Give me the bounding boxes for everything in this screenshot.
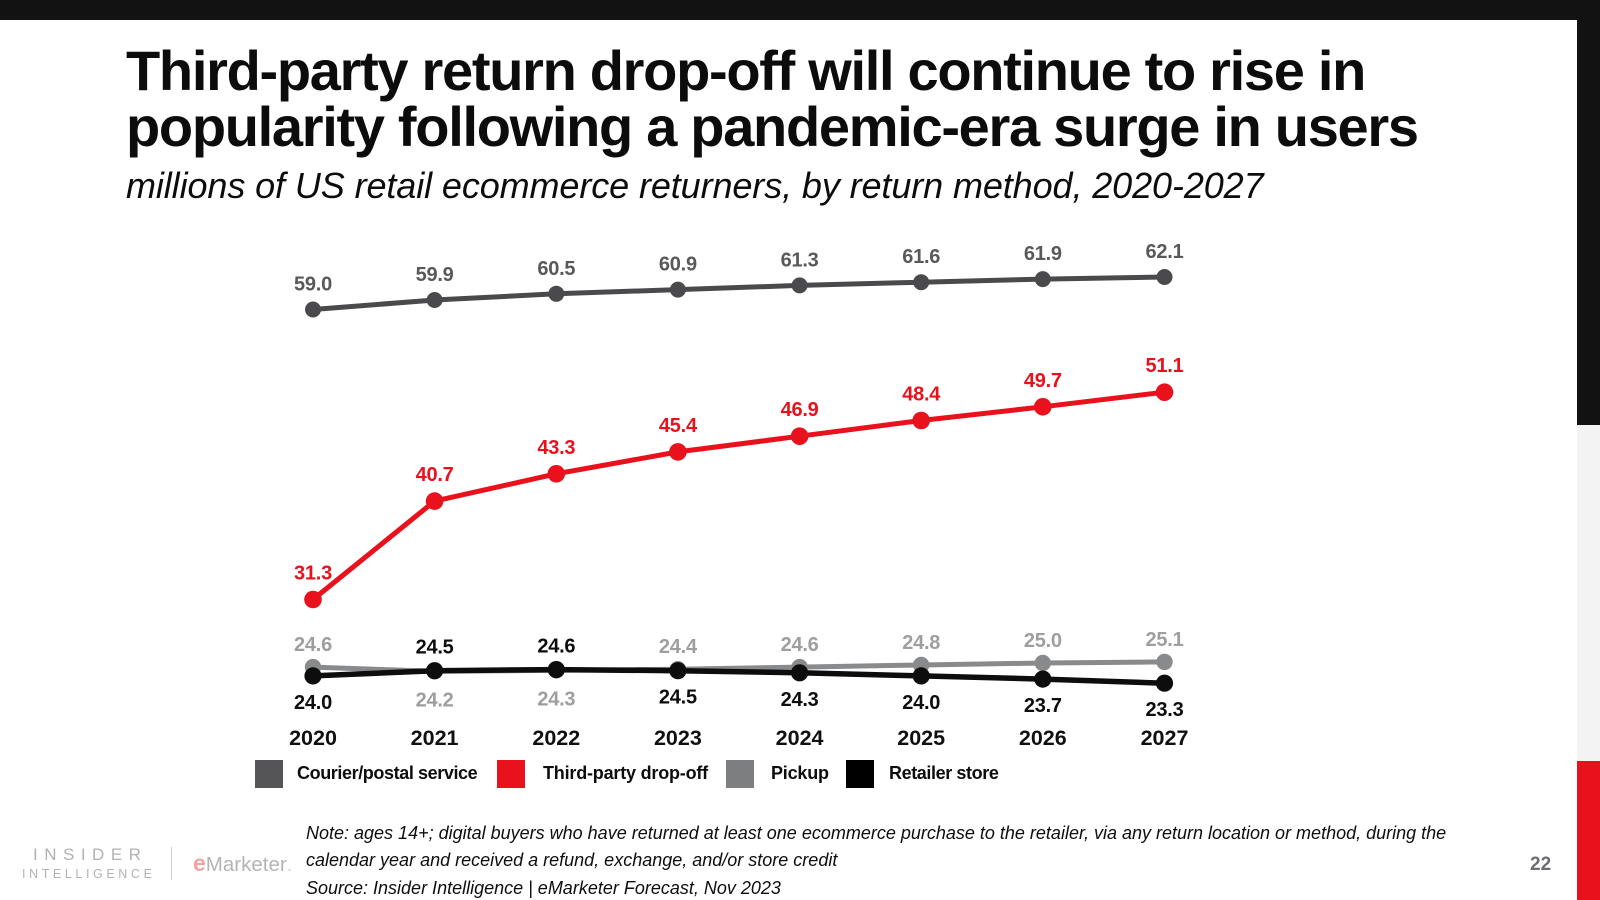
svg-text:25.1: 25.1	[1146, 629, 1184, 651]
svg-text:24.5: 24.5	[416, 637, 454, 659]
svg-text:24.0: 24.0	[902, 692, 940, 714]
svg-text:49.7: 49.7	[1024, 370, 1062, 392]
svg-text:25.0: 25.0	[1024, 630, 1062, 652]
svg-text:2023: 2023	[654, 726, 702, 750]
svg-text:23.3: 23.3	[1146, 699, 1184, 721]
svg-text:2022: 2022	[532, 726, 580, 750]
svg-text:24.3: 24.3	[781, 689, 819, 711]
svg-text:61.9: 61.9	[1024, 243, 1062, 265]
svg-text:2027: 2027	[1141, 726, 1189, 750]
svg-text:31.3: 31.3	[294, 563, 332, 585]
svg-text:24.0: 24.0	[294, 692, 332, 714]
svg-text:24.2: 24.2	[416, 689, 454, 711]
svg-text:24.3: 24.3	[537, 688, 575, 710]
svg-text:24.6: 24.6	[294, 634, 332, 656]
svg-text:2021: 2021	[411, 726, 459, 750]
svg-text:2020: 2020	[289, 726, 337, 750]
svg-text:24.6: 24.6	[537, 636, 575, 658]
svg-text:24.6: 24.6	[781, 634, 819, 656]
svg-text:24.5: 24.5	[659, 687, 697, 709]
svg-text:2025: 2025	[897, 726, 945, 750]
svg-text:45.4: 45.4	[659, 415, 698, 437]
svg-text:2024: 2024	[776, 726, 824, 750]
svg-text:48.4: 48.4	[902, 384, 941, 406]
svg-text:61.6: 61.6	[902, 246, 940, 268]
svg-text:60.5: 60.5	[537, 258, 575, 280]
svg-text:43.3: 43.3	[537, 437, 575, 459]
svg-text:24.4: 24.4	[659, 636, 698, 658]
svg-text:62.1: 62.1	[1146, 241, 1184, 263]
svg-text:24.8: 24.8	[902, 632, 940, 654]
svg-text:60.9: 60.9	[659, 254, 697, 276]
svg-text:59.9: 59.9	[416, 264, 454, 286]
svg-text:40.7: 40.7	[416, 464, 454, 486]
svg-text:2026: 2026	[1019, 726, 1067, 750]
svg-text:46.9: 46.9	[781, 399, 819, 421]
svg-text:59.0: 59.0	[294, 274, 332, 296]
svg-text:61.3: 61.3	[781, 249, 819, 271]
svg-text:23.7: 23.7	[1024, 695, 1062, 717]
svg-text:51.1: 51.1	[1146, 355, 1184, 377]
